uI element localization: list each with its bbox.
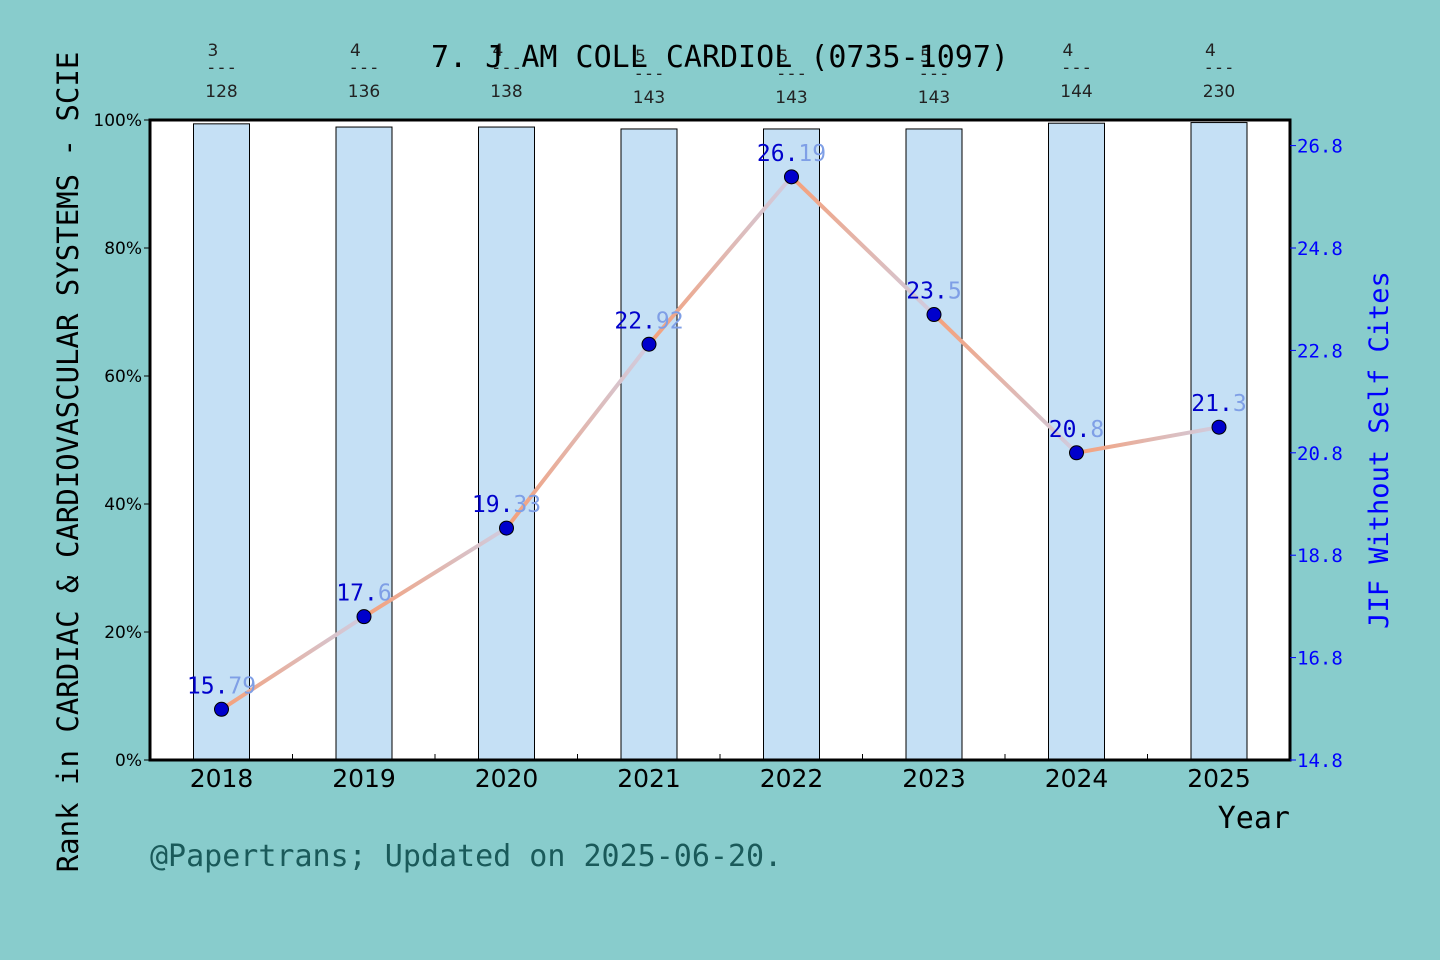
point-2022	[784, 169, 799, 185]
y-left-tick-label-3: 60%	[104, 367, 142, 387]
point-2019	[356, 609, 372, 625]
rank-separator-2024: ---	[1061, 58, 1092, 78]
value-label-2019: 17.6	[336, 581, 391, 607]
y-left-tick-label-0: 0%	[115, 751, 142, 771]
y-right-tick-label-5: 24.8	[1297, 238, 1343, 260]
x-tick-label-2024: 2024	[1045, 764, 1109, 793]
line-segment-5	[932, 312, 1079, 455]
value-label-2023: 23.5	[906, 279, 961, 305]
rank-separator-2022: ---	[776, 64, 807, 84]
x-tick-label-2018: 2018	[190, 764, 254, 793]
rank-number-2020: 4	[493, 41, 504, 61]
line-segment-4	[789, 174, 936, 317]
bar-2025	[1190, 122, 1248, 761]
value-label-2022: 26.19	[757, 141, 826, 167]
bar-2022	[763, 128, 820, 761]
line-segment-1	[362, 526, 509, 619]
x-tick-label-2023: 2023	[902, 764, 966, 793]
rank-separator-2025: ---	[1204, 58, 1235, 78]
rank-total-2022: 143	[775, 88, 807, 108]
rank-total-2021: 143	[633, 88, 665, 108]
rank-separator-2019: ---	[349, 58, 380, 78]
rank-number-2021: 5	[635, 47, 646, 67]
footer-credit: @Papertrans; Updated on 2025-06-20.	[150, 839, 782, 874]
bar-2021	[620, 128, 678, 761]
line-segment-2	[504, 342, 651, 531]
y-right-tick-label-0: 14.8	[1297, 750, 1343, 772]
value-label-2020: 19.33	[472, 492, 541, 518]
y-right-tick-label-4: 22.8	[1297, 340, 1343, 362]
y-left-tick-label-5: 100%	[93, 111, 142, 131]
y-left-axis-title: Rank in CARDIAC & CARDIOVASCULAR SYSTEMS…	[51, 52, 85, 873]
rank-total-2023: 143	[918, 88, 950, 108]
rank-number-2018: 3	[208, 41, 219, 61]
y-left-tick-label-4: 80%	[104, 239, 142, 259]
rank-number-2023: 5	[920, 47, 931, 67]
x-tick-label-2021: 2021	[617, 764, 681, 793]
y-right-tick-label-1: 16.8	[1297, 648, 1343, 670]
rank-number-2024: 4	[1063, 41, 1074, 61]
rank-total-2020: 138	[490, 82, 522, 102]
x-tick-label-2020: 2020	[475, 764, 539, 793]
y-right-tick-label-6: 26.8	[1297, 136, 1343, 158]
value-label-2018: 15.79	[187, 673, 256, 699]
rank-separator-2018: ---	[206, 58, 237, 78]
rank-total-2019: 136	[348, 82, 380, 102]
rank-total-2025: 230	[1203, 82, 1235, 102]
rank-number-2022: 5	[778, 47, 789, 67]
rank-total-2018: 128	[205, 82, 237, 102]
point-2024	[1069, 445, 1084, 461]
value-label-2025: 21.3	[1191, 391, 1246, 417]
rank-separator-2021: ---	[634, 64, 665, 84]
y-right-tick-label-2: 18.8	[1297, 545, 1343, 567]
bar-2023	[905, 128, 963, 761]
bar-2018	[193, 123, 250, 761]
rank-total-2024: 144	[1060, 82, 1092, 102]
rank-number-2019: 4	[350, 41, 361, 61]
y-left-tick-label-2: 40%	[104, 495, 142, 515]
plot-area	[150, 120, 1290, 760]
bar-2020	[478, 126, 535, 761]
line-segment-0	[219, 614, 366, 712]
point-2018	[214, 701, 229, 717]
y-right-axis-title: JIF Without Self Cites	[1364, 271, 1395, 629]
bar-2024	[1048, 122, 1105, 761]
x-axis-title: Year	[1218, 801, 1290, 836]
x-tick-label-2019: 2019	[332, 764, 396, 793]
line-segment-6	[1074, 425, 1221, 455]
value-label-2021: 22.92	[614, 308, 683, 334]
point-2025	[1211, 419, 1227, 435]
rank-separator-2020: ---	[491, 58, 522, 78]
y-right-tick-label-3: 20.8	[1297, 443, 1343, 465]
x-tick-label-2025: 2025	[1187, 764, 1251, 793]
point-2021	[641, 336, 657, 352]
bar-2019	[335, 126, 393, 761]
x-tick-label-2022: 2022	[760, 764, 824, 793]
y-left-tick-label-1: 20%	[104, 623, 142, 643]
rank-separator-2023: ---	[919, 64, 950, 84]
value-label-2024: 20.8	[1049, 417, 1104, 443]
line-segment-3	[647, 174, 794, 347]
point-2020	[499, 520, 514, 536]
point-2023	[926, 307, 942, 323]
rank-number-2025: 4	[1205, 41, 1216, 61]
chart-title: 7. J AM COLL CARDIOL (0735-1097)	[431, 40, 1009, 75]
